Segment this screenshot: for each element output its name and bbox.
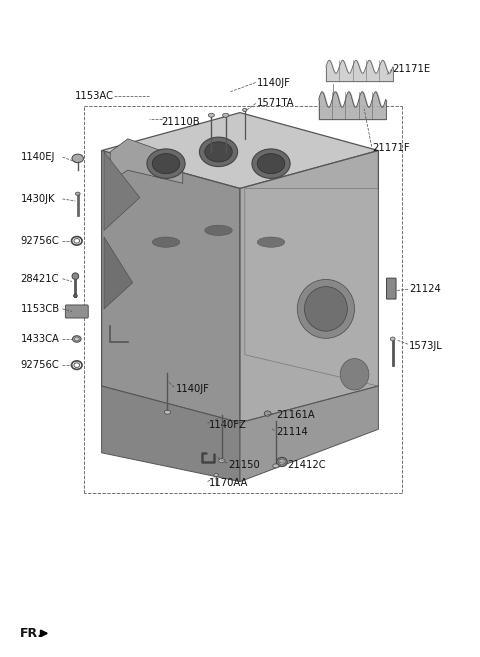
Text: 21150: 21150 <box>228 460 260 470</box>
Polygon shape <box>102 112 378 189</box>
Ellipse shape <box>277 457 287 466</box>
Ellipse shape <box>152 154 180 173</box>
Text: 21114: 21114 <box>276 427 308 437</box>
Text: 1170AA: 1170AA <box>209 478 248 488</box>
Text: 28421C: 28421C <box>21 274 59 284</box>
Ellipse shape <box>72 154 84 163</box>
Ellipse shape <box>75 192 80 195</box>
Ellipse shape <box>390 337 395 341</box>
Text: 21110B: 21110B <box>161 118 200 127</box>
Ellipse shape <box>199 137 238 167</box>
Text: 21171F: 21171F <box>372 143 410 153</box>
Ellipse shape <box>147 149 185 178</box>
Text: 1573JL: 1573JL <box>409 340 443 351</box>
Ellipse shape <box>257 154 285 173</box>
Polygon shape <box>240 386 378 482</box>
Text: 21161A: 21161A <box>276 410 314 420</box>
Ellipse shape <box>164 410 170 414</box>
Text: 1433CA: 1433CA <box>21 334 60 344</box>
Ellipse shape <box>304 286 348 331</box>
Text: 1430JK: 1430JK <box>21 194 55 204</box>
Ellipse shape <box>297 279 355 338</box>
Ellipse shape <box>205 225 232 235</box>
Ellipse shape <box>242 108 247 112</box>
Ellipse shape <box>223 113 229 117</box>
Ellipse shape <box>73 294 77 298</box>
Text: 92756C: 92756C <box>21 236 59 246</box>
Ellipse shape <box>257 237 285 247</box>
Ellipse shape <box>152 237 180 247</box>
Ellipse shape <box>208 113 215 117</box>
Text: 1140FZ: 1140FZ <box>209 420 247 430</box>
Text: 1153AC: 1153AC <box>74 91 114 101</box>
Text: 92756C: 92756C <box>21 360 59 370</box>
Text: 1140EJ: 1140EJ <box>21 152 55 162</box>
Polygon shape <box>102 386 240 482</box>
FancyBboxPatch shape <box>386 278 396 299</box>
Ellipse shape <box>273 464 279 468</box>
Polygon shape <box>245 189 378 386</box>
Ellipse shape <box>72 273 79 279</box>
Ellipse shape <box>72 336 81 342</box>
Polygon shape <box>104 152 140 231</box>
Text: 1153CB: 1153CB <box>21 304 60 314</box>
Text: 21412C: 21412C <box>287 460 325 470</box>
Text: 1140JF: 1140JF <box>257 78 290 87</box>
FancyBboxPatch shape <box>65 305 88 318</box>
Polygon shape <box>240 150 378 422</box>
Text: 1571TA: 1571TA <box>257 99 294 108</box>
Ellipse shape <box>214 474 218 477</box>
Polygon shape <box>104 237 132 309</box>
Ellipse shape <box>219 459 225 463</box>
Polygon shape <box>102 150 240 422</box>
Ellipse shape <box>264 411 271 416</box>
Text: FR.: FR. <box>20 627 43 640</box>
Ellipse shape <box>279 459 285 465</box>
Ellipse shape <box>252 149 290 178</box>
Ellipse shape <box>205 142 232 162</box>
Ellipse shape <box>74 337 79 341</box>
Polygon shape <box>110 139 183 183</box>
Text: 1140JF: 1140JF <box>176 384 209 394</box>
Text: 21171E: 21171E <box>393 64 431 74</box>
Ellipse shape <box>340 359 369 390</box>
Text: 21124: 21124 <box>409 284 441 294</box>
